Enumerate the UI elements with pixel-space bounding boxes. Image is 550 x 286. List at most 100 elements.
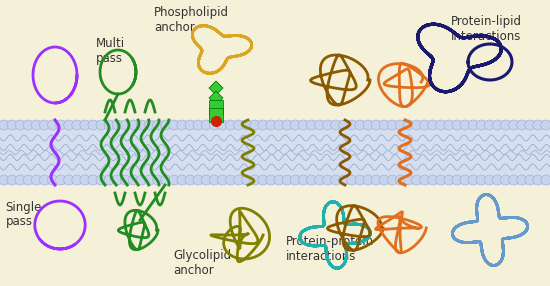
Circle shape bbox=[411, 120, 421, 130]
Text: Glycolipid
anchor: Glycolipid anchor bbox=[173, 249, 232, 277]
Circle shape bbox=[112, 120, 122, 130]
Circle shape bbox=[15, 120, 25, 130]
Circle shape bbox=[355, 175, 365, 185]
Circle shape bbox=[23, 175, 33, 185]
Circle shape bbox=[226, 120, 235, 130]
Circle shape bbox=[161, 175, 171, 185]
Circle shape bbox=[104, 175, 114, 185]
Circle shape bbox=[56, 120, 65, 130]
Circle shape bbox=[387, 175, 397, 185]
Circle shape bbox=[452, 175, 462, 185]
Circle shape bbox=[509, 120, 519, 130]
Polygon shape bbox=[209, 91, 223, 105]
Circle shape bbox=[444, 120, 454, 130]
Circle shape bbox=[331, 175, 340, 185]
Circle shape bbox=[145, 120, 155, 130]
Circle shape bbox=[476, 120, 486, 130]
Circle shape bbox=[436, 120, 446, 130]
Circle shape bbox=[444, 175, 454, 185]
Circle shape bbox=[88, 175, 98, 185]
Circle shape bbox=[64, 175, 74, 185]
Circle shape bbox=[210, 120, 219, 130]
Circle shape bbox=[241, 175, 252, 185]
Circle shape bbox=[120, 120, 130, 130]
Circle shape bbox=[210, 175, 219, 185]
Text: Protein-lipid
interactions: Protein-lipid interactions bbox=[451, 15, 522, 43]
Circle shape bbox=[460, 175, 470, 185]
Circle shape bbox=[485, 175, 494, 185]
Circle shape bbox=[306, 175, 316, 185]
Circle shape bbox=[339, 120, 349, 130]
Circle shape bbox=[282, 120, 292, 130]
Circle shape bbox=[500, 120, 510, 130]
Circle shape bbox=[72, 175, 82, 185]
Circle shape bbox=[217, 175, 227, 185]
Circle shape bbox=[201, 120, 211, 130]
Circle shape bbox=[15, 175, 25, 185]
Circle shape bbox=[315, 120, 324, 130]
Circle shape bbox=[56, 175, 65, 185]
Circle shape bbox=[104, 120, 114, 130]
Circle shape bbox=[136, 175, 146, 185]
Circle shape bbox=[0, 175, 9, 185]
Circle shape bbox=[525, 120, 535, 130]
Circle shape bbox=[428, 175, 438, 185]
Circle shape bbox=[298, 175, 309, 185]
Circle shape bbox=[371, 120, 381, 130]
Circle shape bbox=[129, 120, 139, 130]
Circle shape bbox=[452, 120, 462, 130]
Circle shape bbox=[298, 120, 309, 130]
Circle shape bbox=[201, 175, 211, 185]
Circle shape bbox=[395, 120, 405, 130]
Circle shape bbox=[169, 175, 179, 185]
Circle shape bbox=[500, 175, 510, 185]
Circle shape bbox=[492, 120, 503, 130]
Circle shape bbox=[40, 120, 49, 130]
Circle shape bbox=[217, 120, 227, 130]
Circle shape bbox=[387, 120, 397, 130]
Circle shape bbox=[525, 175, 535, 185]
Circle shape bbox=[7, 120, 17, 130]
Circle shape bbox=[266, 175, 276, 185]
Circle shape bbox=[379, 175, 389, 185]
Circle shape bbox=[0, 120, 9, 130]
Circle shape bbox=[541, 120, 550, 130]
Polygon shape bbox=[209, 100, 223, 114]
Circle shape bbox=[355, 120, 365, 130]
Circle shape bbox=[541, 175, 550, 185]
Circle shape bbox=[379, 120, 389, 130]
Circle shape bbox=[96, 175, 106, 185]
Circle shape bbox=[266, 120, 276, 130]
Circle shape bbox=[153, 120, 163, 130]
Circle shape bbox=[404, 120, 414, 130]
Circle shape bbox=[282, 175, 292, 185]
Circle shape bbox=[241, 120, 252, 130]
Circle shape bbox=[145, 175, 155, 185]
Circle shape bbox=[509, 175, 519, 185]
Circle shape bbox=[23, 120, 33, 130]
Circle shape bbox=[306, 120, 316, 130]
Circle shape bbox=[339, 175, 349, 185]
Circle shape bbox=[80, 120, 90, 130]
Circle shape bbox=[177, 120, 187, 130]
Circle shape bbox=[411, 175, 421, 185]
Circle shape bbox=[40, 175, 49, 185]
Text: Multi
pass: Multi pass bbox=[96, 37, 125, 65]
Circle shape bbox=[371, 175, 381, 185]
Circle shape bbox=[420, 120, 430, 130]
Circle shape bbox=[274, 175, 284, 185]
Circle shape bbox=[177, 175, 187, 185]
Circle shape bbox=[88, 120, 98, 130]
Circle shape bbox=[80, 175, 90, 185]
Circle shape bbox=[193, 175, 203, 185]
Circle shape bbox=[492, 175, 503, 185]
Circle shape bbox=[129, 175, 139, 185]
Circle shape bbox=[169, 120, 179, 130]
Circle shape bbox=[7, 175, 17, 185]
Circle shape bbox=[363, 120, 373, 130]
Circle shape bbox=[395, 175, 405, 185]
Circle shape bbox=[476, 175, 486, 185]
Circle shape bbox=[420, 175, 430, 185]
Circle shape bbox=[331, 120, 340, 130]
Circle shape bbox=[485, 120, 494, 130]
